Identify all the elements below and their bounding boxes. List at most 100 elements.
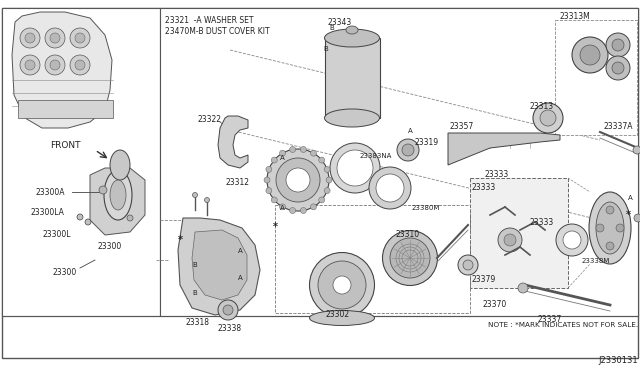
Text: 23380M: 23380M [412,205,440,211]
Ellipse shape [110,180,126,210]
Circle shape [50,60,60,70]
Text: *: * [625,210,630,220]
Circle shape [70,28,90,48]
Ellipse shape [104,170,132,220]
Circle shape [319,157,324,163]
Ellipse shape [589,192,631,264]
Circle shape [280,150,285,156]
Text: 23300A: 23300A [35,188,65,197]
Bar [275,205,470,313]
Text: 23300: 23300 [52,268,76,277]
Text: A: A [237,275,243,281]
Polygon shape [448,133,560,165]
Circle shape [606,242,614,250]
Ellipse shape [310,253,374,317]
Ellipse shape [463,260,473,270]
Circle shape [300,147,307,153]
Ellipse shape [286,168,310,192]
Ellipse shape [337,150,373,186]
Polygon shape [90,168,145,235]
Ellipse shape [556,224,588,256]
Circle shape [326,177,332,183]
Text: 23319: 23319 [415,138,439,147]
Circle shape [280,204,285,210]
Text: 23302: 23302 [326,310,350,319]
Circle shape [266,166,272,172]
Text: 23300: 23300 [97,242,121,251]
Ellipse shape [402,144,414,156]
Ellipse shape [318,261,366,309]
Circle shape [310,204,317,210]
Ellipse shape [540,110,556,126]
Circle shape [612,39,624,51]
Text: 23313M: 23313M [559,12,590,21]
Text: A: A [280,155,284,161]
Circle shape [45,55,65,75]
Bar [555,20,637,135]
Text: 23379: 23379 [472,275,496,284]
Text: 23313: 23313 [530,102,554,111]
Bar [160,8,638,316]
Text: A: A [280,205,284,211]
Ellipse shape [223,305,233,315]
Circle shape [25,60,35,70]
Circle shape [290,208,296,214]
Circle shape [596,224,604,232]
Text: B: B [324,46,328,52]
Ellipse shape [324,109,380,127]
Circle shape [25,33,35,43]
Circle shape [70,55,90,75]
Circle shape [266,187,272,193]
Text: 23318: 23318 [186,318,210,327]
Text: B: B [193,262,197,268]
Text: 23383NA: 23383NA [360,153,392,159]
Circle shape [319,197,324,203]
Ellipse shape [533,103,563,133]
Circle shape [20,55,40,75]
Ellipse shape [369,167,411,209]
Ellipse shape [324,29,380,47]
Circle shape [75,60,85,70]
Circle shape [580,45,600,65]
Text: NOTE : *MARK INDICATES NOT FOR SALE.: NOTE : *MARK INDICATES NOT FOR SALE. [488,322,638,328]
Circle shape [50,33,60,43]
Circle shape [85,219,91,225]
Ellipse shape [346,26,358,34]
Text: 23338: 23338 [218,324,242,333]
Text: 23337A: 23337A [604,122,633,131]
Text: 23300L: 23300L [42,230,70,239]
Text: 23333: 23333 [530,218,554,227]
Text: 23321  -A WASHER SET: 23321 -A WASHER SET [165,16,253,25]
Ellipse shape [390,238,430,278]
Circle shape [300,208,307,214]
Ellipse shape [563,231,581,249]
Circle shape [518,283,528,293]
Ellipse shape [310,311,374,326]
Ellipse shape [596,202,624,254]
Bar [2,8,160,316]
Ellipse shape [193,192,198,198]
Text: A: A [628,195,632,201]
Circle shape [99,186,107,194]
Text: FRONT: FRONT [50,141,80,150]
Text: 23300LA: 23300LA [30,208,64,217]
Text: 23337: 23337 [538,315,562,324]
Text: 23333: 23333 [485,170,509,179]
Circle shape [633,146,640,154]
Ellipse shape [376,174,404,202]
Text: 23333: 23333 [472,183,496,192]
Text: 23370: 23370 [483,300,507,309]
Ellipse shape [397,139,419,161]
Ellipse shape [276,158,320,202]
Circle shape [324,166,330,172]
Circle shape [498,228,522,252]
Text: 23310: 23310 [396,230,420,239]
Circle shape [20,28,40,48]
Circle shape [290,147,296,153]
Bar [18,100,113,118]
Ellipse shape [218,300,238,320]
Ellipse shape [458,255,478,275]
Bar [325,38,380,118]
Text: 23343: 23343 [328,18,352,27]
Ellipse shape [110,150,130,180]
